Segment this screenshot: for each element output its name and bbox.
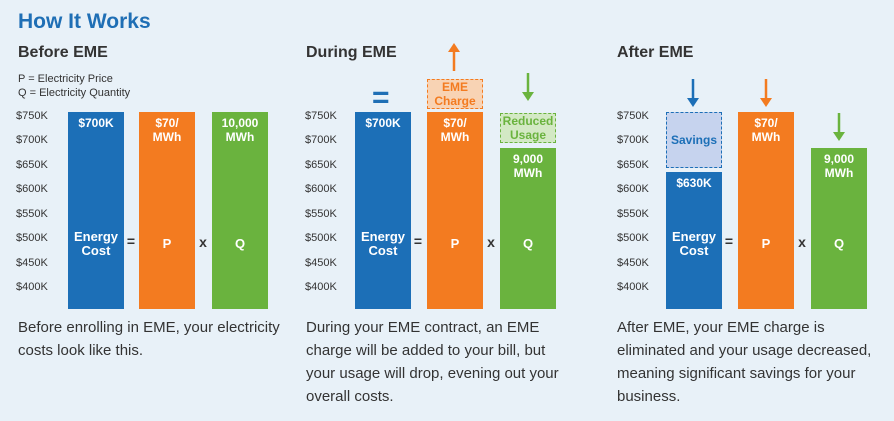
q-label: Q [234,236,246,251]
qty-bar-before: 10,000 MWh Q [212,112,268,309]
tick-label: $650K [617,159,649,171]
panel-title-before: Before EME [18,44,108,61]
bar-value-label: 9,000 MWh [512,152,544,180]
tick-label: $650K [16,159,48,171]
times-sign: x [199,234,207,250]
arrow-down-icon [833,113,845,141]
arrow-down-icon [760,79,772,107]
p-label: P [761,236,771,251]
arrow-down-icon [522,73,534,101]
panel-title-during: During EME [306,44,397,61]
bar-value-label: 10,000 MWh [221,116,259,144]
tick-label: $600K [16,183,48,195]
tick-label: $450K [16,257,48,269]
tick-label: $700K [617,134,649,146]
tick-label: $400K [16,281,48,293]
tick-label: $750K [617,110,649,122]
cost-bar-during: $700K Energy Cost [355,112,411,309]
q-label: Q [522,236,534,251]
panel-description: After EME, your EME charge is eliminated… [617,319,872,405]
energy-cost-label: Energy Cost [671,229,717,258]
energy-cost-label: Energy Cost [73,229,119,258]
tick-label: $450K [617,257,649,269]
bar-value-label: $700K [78,116,114,130]
tick-label: $500K [16,232,48,244]
tick-label: $500K [617,232,649,244]
equals-sign: = [126,233,136,249]
tick-label: $400K [305,281,337,293]
tick-label: $750K [16,110,48,122]
cost-bar-after: $630K Energy Cost [666,172,722,309]
tick-label: $550K [16,208,48,220]
bar-value-label: 9,000 MWh [823,152,855,180]
tick-label: $500K [305,232,337,244]
q-label: Q [833,236,845,251]
arrow-down-icon [687,79,699,107]
times-sign: x [487,234,495,250]
bar-value-label: $70/ MWh [751,116,781,144]
cost-bar-before: $700K Energy Cost [68,112,124,309]
savings-callout: Savings [666,112,722,168]
equals-sign: = [724,233,734,249]
qty-bar-during: 9,000 MWh Q [500,148,556,309]
tick-label: $550K [617,208,649,220]
panel-title-after: After EME [617,44,694,61]
panel-description: During your EME contract, an EME charge … [306,319,559,405]
bar-value-label: $700K [365,116,401,130]
energy-cost-label: Energy Cost [360,229,406,258]
price-bar-before: $70/ MWh P [139,112,195,309]
reduced-usage-callout: Reduced Usage [500,113,556,143]
tick-label: $400K [617,281,649,293]
bar-value-label: $70/ MWh [440,116,470,144]
price-bar-during: $70/ MWh P [427,112,483,309]
equals-sign: = [413,233,423,249]
eme-charge-callout: EME Charge [427,79,483,109]
tick-label: $600K [617,183,649,195]
times-sign: x [798,234,806,250]
tick-label: $450K [305,257,337,269]
panel-description: Before enrolling in EME, your electricit… [18,319,280,359]
bar-value-label: $70/ MWh [152,116,182,144]
page-title: How It Works [18,10,151,33]
price-bar-after: $70/ MWh P [738,112,794,309]
tick-label: $700K [16,134,48,146]
legend-p: P = Electricity Price [18,73,113,85]
tick-label: $750K [305,110,337,122]
qty-bar-after: 9,000 MWh Q [811,148,867,309]
tick-label: $650K [305,159,337,171]
legend: P = Electricity Price Q = Electricity Qu… [18,72,130,100]
p-label: P [162,236,172,251]
tick-label: $700K [305,134,337,146]
legend-q: Q = Electricity Quantity [18,87,131,99]
arrow-up-icon [448,43,460,71]
p-label: P [450,236,460,251]
big-equals-sign: = [372,81,390,114]
tick-label: $550K [305,208,337,220]
tick-label: $600K [305,183,337,195]
bar-value-label: $630K [676,176,712,190]
